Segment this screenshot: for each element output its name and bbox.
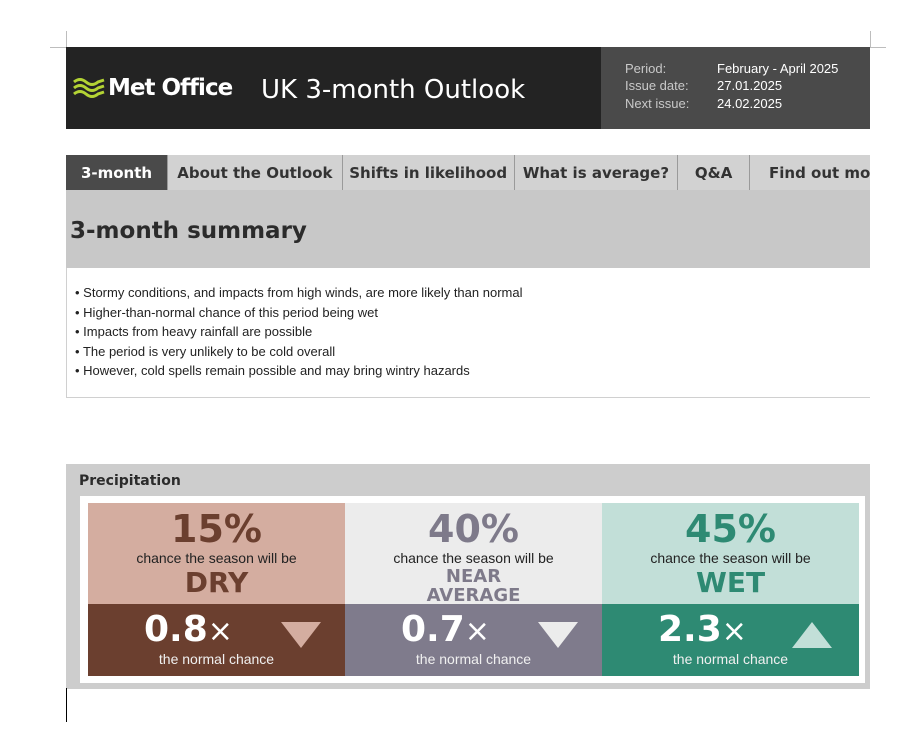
wet-normal-text: the normal chance — [672, 651, 789, 667]
near-average-category: NEAR AVERAGE — [345, 567, 602, 605]
dry-category: DRY — [184, 566, 249, 599]
times-symbol: × — [721, 614, 747, 649]
wet-percent: 45% — [685, 507, 776, 551]
tab-bar: 3-month About the Outlook Shifts in like… — [66, 155, 870, 190]
page-title: UK 3-month Outlook — [261, 75, 526, 105]
summary-bullet: Impacts from heavy rainfall are possible — [75, 322, 522, 342]
summary-title: 3-month summary — [70, 218, 307, 244]
near-average-percent: 40% — [428, 507, 519, 551]
next-issue-row: Next issue: 24.02.2025 — [625, 96, 782, 112]
tab-shifts-in-likelihood[interactable]: Shifts in likelihood — [343, 155, 515, 190]
crop-mark — [870, 47, 886, 48]
near-average-multiplier-value: 0.7 — [401, 609, 465, 650]
period-label: Period: — [625, 61, 667, 76]
summary-bullet: The period is very unlikely to be cold o… — [75, 342, 522, 362]
issue-date-value: 27.01.2025 — [717, 78, 783, 93]
dry-multiplier-value: 0.8 — [144, 609, 208, 650]
near-average-chance-text: chance the season will be — [393, 550, 554, 566]
dry-normal-text: the normal chance — [158, 651, 275, 667]
next-issue-value: 24.02.2025 — [717, 96, 783, 111]
tab-q-and-a[interactable]: Q&A — [678, 155, 750, 190]
summary-bullets: Stormy conditions, and impacts from high… — [75, 283, 523, 381]
precipitation-title: Precipitation — [79, 473, 181, 489]
times-symbol: × — [207, 614, 233, 649]
dry-chance-text: chance the season will be — [136, 550, 297, 566]
arrow-down-icon — [281, 622, 321, 648]
summary-header: 3-month summary — [66, 190, 870, 268]
text-cursor — [66, 688, 67, 722]
precipitation-panel: Precipitation 15% chance the season will… — [66, 464, 870, 689]
wet-category: WET — [695, 566, 766, 599]
summary-body: Stormy conditions, and impacts from high… — [66, 268, 870, 398]
dry-multiplier: 0.8× — [144, 610, 233, 652]
near-average-multiplier: 0.7× — [401, 610, 490, 652]
summary-bullet: However, cold spells remain possible and… — [75, 361, 522, 381]
near-average-multiplier-cell: 0.7× the normal chance — [345, 604, 602, 676]
wet-multiplier-cell: 2.3× the normal chance — [602, 604, 859, 676]
wave-logo-icon — [73, 78, 105, 98]
tab-3-month[interactable]: 3-month — [66, 155, 169, 190]
logo-text: Met Office — [108, 75, 233, 101]
crop-mark — [50, 47, 66, 48]
next-issue-label: Next issue: — [625, 96, 690, 111]
wet-chance-cell: 45% chance the season will be WET — [602, 503, 859, 604]
times-symbol: × — [464, 614, 490, 649]
summary-bullet: Stormy conditions, and impacts from high… — [75, 283, 522, 303]
arrow-down-icon — [538, 622, 578, 648]
wet-multiplier: 2.3× — [658, 610, 747, 652]
tab-what-is-average[interactable]: What is average? — [515, 155, 679, 190]
header-bar: Met Office UK 3-month Outlook Period: Feb… — [66, 47, 870, 129]
tab-find-out-more[interactable]: Find out more — [769, 163, 870, 182]
crop-mark — [66, 31, 67, 47]
period-row: Period: February - April 2025 — [625, 61, 838, 77]
dry-multiplier-cell: 0.8× the normal chance — [88, 604, 345, 676]
crop-mark — [870, 31, 871, 47]
arrow-up-icon — [792, 622, 832, 648]
precipitation-grid: 15% chance the season will be DRY 0.8× t… — [80, 496, 865, 683]
near-average-category-line2: AVERAGE — [426, 585, 521, 606]
tab-about-the-outlook[interactable]: About the Outlook — [168, 155, 343, 190]
met-office-logo[interactable]: Met Office — [72, 71, 233, 105]
issue-date-row: Issue date: 27.01.2025 — [625, 78, 782, 94]
period-value: February - April 2025 — [717, 61, 839, 76]
wet-chance-text: chance the season will be — [650, 550, 811, 566]
wet-multiplier-value: 2.3 — [658, 609, 722, 650]
near-average-category-line1: NEAR — [445, 566, 502, 587]
dry-percent: 15% — [171, 507, 262, 551]
near-average-chance-cell: 40% chance the season will be NEAR AVERA… — [345, 503, 602, 605]
dry-chance-cell: 15% chance the season will be DRY — [88, 503, 345, 604]
near-average-normal-text: the normal chance — [415, 651, 532, 667]
issue-meta: Period: February - April 2025 Issue date:… — [601, 47, 870, 129]
summary-bullet: Higher-than-normal chance of this period… — [75, 303, 522, 323]
issue-date-label: Issue date: — [625, 78, 689, 93]
